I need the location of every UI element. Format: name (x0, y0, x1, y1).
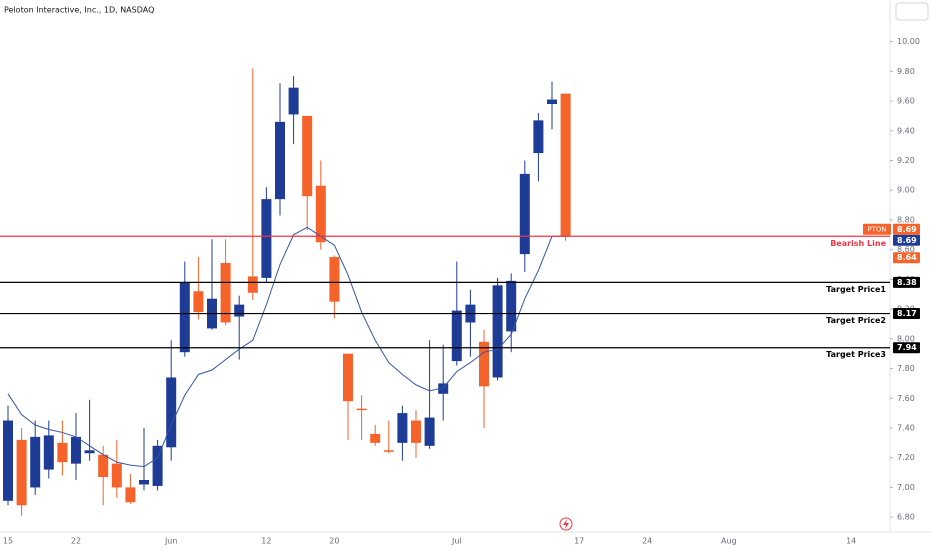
price-tag (893, 223, 920, 235)
candle-body (424, 417, 435, 446)
x-tick-label: 17 (574, 537, 584, 546)
y-tick-label: 9.20 (897, 156, 915, 165)
candle-body (234, 304, 245, 317)
y-tick-label: 9.60 (897, 97, 915, 106)
candle-body (193, 291, 204, 313)
y-tick-label: 8.80 (897, 215, 915, 224)
y-tick-label: 7.40 (897, 423, 915, 432)
x-tick-label: 20 (329, 537, 339, 546)
line-label: Target Price3 (826, 350, 886, 359)
line-price-tag (893, 342, 920, 354)
candle-body (411, 420, 421, 443)
candle-body (492, 285, 503, 378)
line-price-tag (893, 308, 920, 320)
candle-body (479, 341, 489, 387)
candle-body (383, 450, 394, 452)
moving-average (7, 226, 566, 468)
y-tick-label: 9.40 (897, 126, 915, 135)
x-tick-label: 22 (71, 537, 81, 546)
candle-body (220, 263, 231, 323)
candle-body (315, 185, 326, 243)
y-tick-label: 7.20 (897, 453, 915, 462)
y-tick-label: 9.00 (897, 186, 915, 195)
x-tick-label: Aug (721, 537, 737, 546)
candle-body (261, 199, 272, 278)
symbol-tag-label: PTON (867, 225, 886, 233)
x-tick-label: 15 (3, 537, 13, 546)
y-tick-label: 7.80 (897, 364, 915, 373)
line-price-tag (893, 234, 920, 246)
line-price-tag-label: 8.38 (897, 278, 917, 287)
x-tick-label: Jun (164, 537, 178, 546)
x-tick-label: 24 (642, 537, 652, 546)
settings-button[interactable] (895, 2, 929, 21)
events-icon (559, 517, 573, 531)
candle-body (98, 454, 109, 478)
candle-body (370, 433, 381, 443)
candle-body (16, 439, 27, 506)
price-tag-label: 8.64 (897, 253, 917, 262)
candle-body (247, 276, 258, 293)
candle-body (547, 99, 557, 105)
price-tag-label: 8.69 (897, 225, 917, 234)
line-price-tag-label: 8.69 (897, 236, 917, 245)
y-tick-label: 7.60 (897, 394, 915, 403)
line-label: Target Price2 (826, 316, 886, 325)
candle-body (30, 436, 41, 488)
y-tick-label: 7.00 (897, 483, 915, 492)
candle-body (288, 87, 299, 115)
candle-body (275, 121, 285, 200)
candle-body (3, 420, 13, 501)
chart-title: Peloton Interactive, Inc., 1D, NASDAQ (4, 6, 154, 15)
candle-body (179, 282, 190, 353)
price-tag (893, 252, 920, 264)
candle-body (343, 353, 353, 402)
y-tick-label: 6.80 (897, 513, 915, 522)
candle-body (329, 257, 340, 302)
x-tick-label: Jul (451, 537, 462, 546)
candle-body (506, 280, 517, 332)
candle-body (139, 479, 149, 485)
line-price-tag-label: 8.17 (897, 309, 917, 318)
y-tick-label: 8.60 (897, 245, 915, 254)
candle-body (111, 463, 122, 488)
x-tick-label: 14 (846, 537, 856, 546)
y-tick-label: 8.00 (897, 334, 915, 343)
candle-body (519, 173, 530, 255)
candle-body (560, 93, 571, 237)
candle-body (166, 377, 177, 448)
y-tick-label: 10.00 (897, 37, 920, 46)
symbol-tag (863, 223, 891, 235)
candle-body (152, 445, 163, 486)
candle-body (533, 120, 544, 154)
y-tick-label: 9.80 (897, 67, 915, 76)
candle-body (43, 435, 54, 470)
candle-body (438, 383, 449, 394)
line-price-tag (893, 276, 920, 288)
line-price-tag-label: 7.94 (897, 343, 917, 352)
candle-body (302, 115, 313, 197)
candle-body (84, 450, 95, 454)
x-tick-label: 12 (261, 537, 271, 546)
candle-body (71, 436, 81, 464)
line-label: Target Price1 (826, 285, 886, 294)
candle-body (397, 413, 408, 443)
candle-body (57, 442, 68, 463)
line-label: Bearish Line (830, 239, 886, 248)
candle-body (125, 487, 136, 503)
candle-body (356, 408, 367, 411)
candle-body (451, 310, 462, 362)
